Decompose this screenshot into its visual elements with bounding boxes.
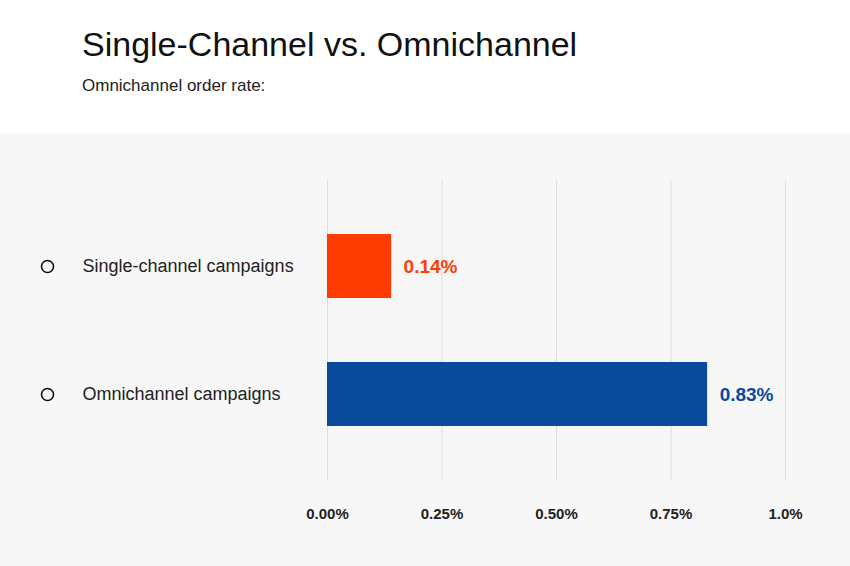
svg-text:0.00%: 0.00% xyxy=(306,505,349,522)
svg-text:Omnichannel campaigns: Omnichannel campaigns xyxy=(83,384,281,404)
html-text:Single-Channel vs. Omnichannel: Single-Channel vs. Omnichannel xyxy=(82,25,578,63)
svg-text:0.50%: 0.50% xyxy=(535,505,578,522)
svg-text:0.14%: 0.14% xyxy=(404,256,458,277)
svg-text:1.0%: 1.0% xyxy=(768,505,802,522)
html-text:Omnichannel order rate:: Omnichannel order rate: xyxy=(82,76,266,95)
svg-text:0.25%: 0.25% xyxy=(421,505,464,522)
svg-text:0.75%: 0.75% xyxy=(650,505,693,522)
svg-text:Single-channel campaigns: Single-channel campaigns xyxy=(83,256,294,276)
svg-text:0.83%: 0.83% xyxy=(720,384,774,405)
